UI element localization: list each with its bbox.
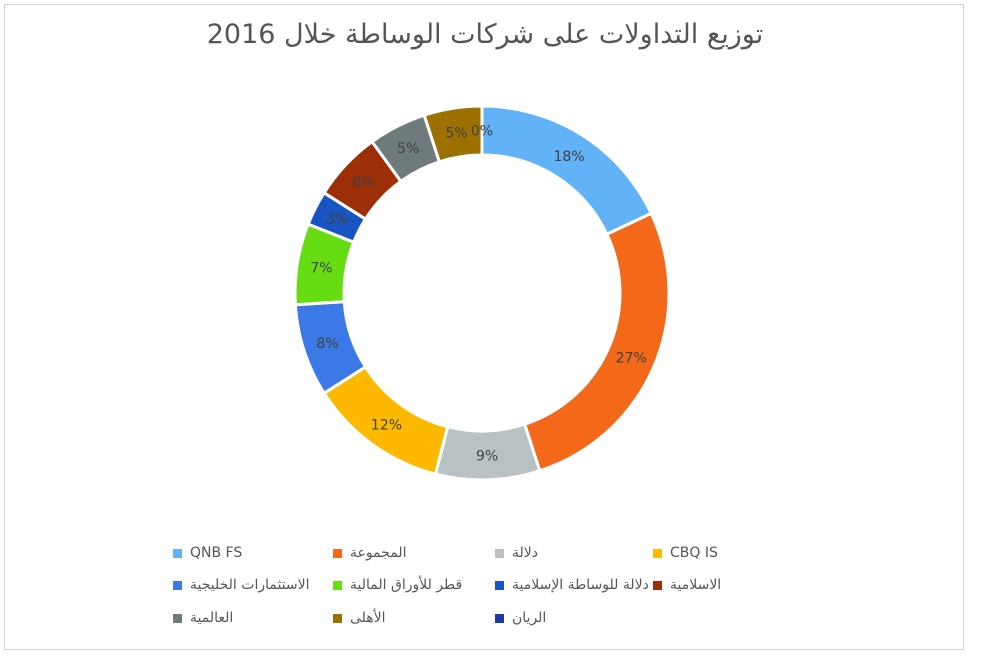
chart-title: توزيع التداولات على شركات الوساطة خلال 2… xyxy=(206,19,764,50)
slice-9 xyxy=(422,104,484,164)
slice-0 xyxy=(480,104,654,237)
slice-label-2: 9% xyxy=(476,448,498,464)
slice-label-7: 6% xyxy=(352,175,374,191)
doughnut-chart: 18%27%9%12%8%7%3%6%5%5% 0% xyxy=(293,104,671,482)
slice-label-10: 0% xyxy=(471,124,493,140)
slice-label-4: 8% xyxy=(316,336,338,352)
slice-label-0: 18% xyxy=(554,149,585,165)
slice-label-9: 5% xyxy=(445,126,467,142)
slice-label-1: 27% xyxy=(616,351,647,367)
chart-frame: توزيع التداولات على شركات الوساطة خلال 2… xyxy=(4,4,964,650)
slice-label-6: 3% xyxy=(326,212,348,228)
slice-label-3: 12% xyxy=(371,417,402,433)
slice-1 xyxy=(522,211,671,473)
slice-label-5: 7% xyxy=(310,261,332,277)
slice-label-8: 5% xyxy=(397,141,419,157)
